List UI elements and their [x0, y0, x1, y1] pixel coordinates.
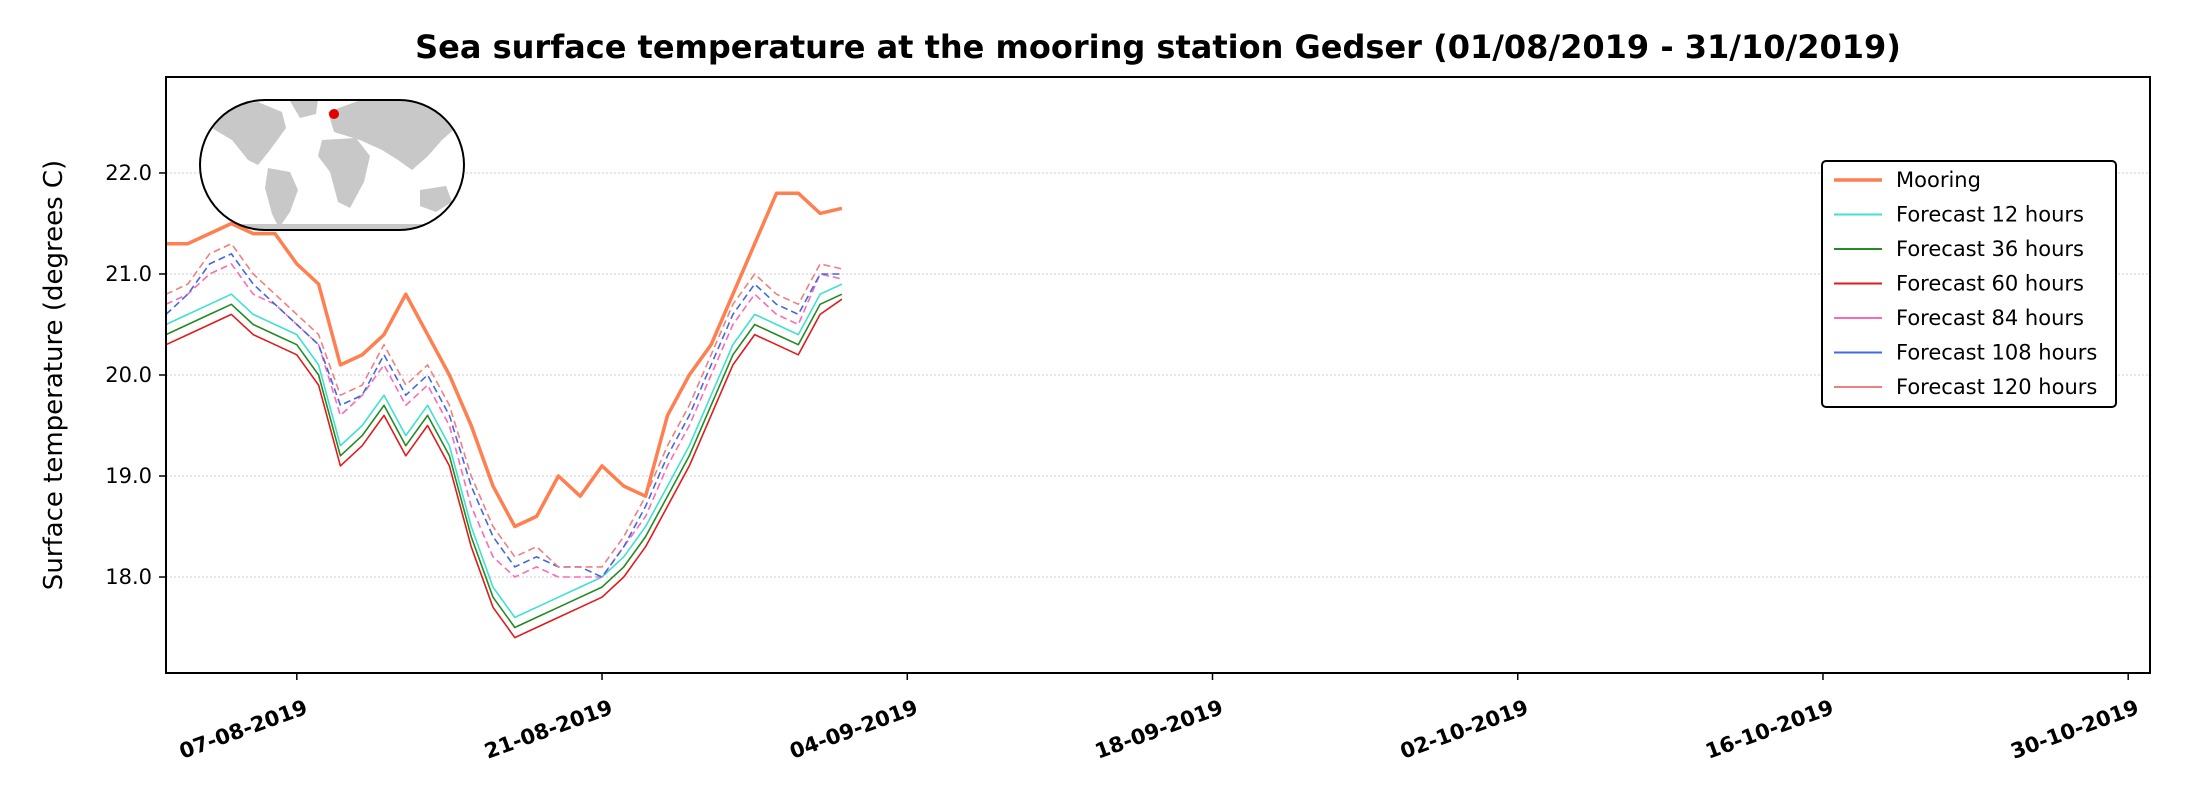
- eurasia-shape: [328, 100, 460, 170]
- y-tick-label: 18.0: [105, 565, 152, 589]
- greenland-shape: [290, 100, 318, 118]
- legend-box: [1821, 160, 2117, 408]
- x-tick-label: 16-10-2019: [1702, 695, 1836, 763]
- legend-label: Forecast 60 hours: [1896, 272, 2084, 296]
- y-tick-label: 22.0: [105, 161, 152, 185]
- series-line-forecast-108-hours: [166, 253, 842, 578]
- north-america-shape: [205, 102, 286, 165]
- africa-shape: [318, 138, 370, 208]
- legend-label: Forecast 12 hours: [1896, 203, 2084, 227]
- series-line-forecast-60-hours: [166, 298, 843, 639]
- series-line-mooring: [166, 191, 843, 529]
- legend: Mooring Forecast 12 hours Forecast 36 hour…: [1821, 160, 2117, 408]
- station-marker-icon: [329, 109, 339, 119]
- x-tick-label: 30-10-2019: [2007, 695, 2141, 763]
- australia-shape: [420, 186, 452, 212]
- legend-label: Mooring: [1896, 168, 1981, 192]
- x-axis-ticks: 07-08-2019 21-08-2019 04-09-2019 18-09-2019…: [176, 673, 2142, 764]
- legend-label: Forecast 36 hours: [1896, 237, 2084, 261]
- y-tick-label: 19.0: [105, 464, 152, 488]
- y-axis-ticks: 18.0 19.0 20.0 21.0 22.0: [105, 161, 166, 589]
- legend-label: Forecast 108 hours: [1896, 341, 2097, 365]
- antarctica-shape: [200, 224, 464, 230]
- x-tick-label: 21-08-2019: [481, 695, 615, 763]
- x-tick-label: 07-08-2019: [176, 695, 310, 763]
- legend-label: Forecast 120 hours: [1896, 375, 2097, 399]
- x-tick-label: 02-10-2019: [1397, 695, 1531, 763]
- legend-label: Forecast 84 hours: [1896, 306, 2084, 330]
- gridlines: [166, 172, 2150, 578]
- x-tick-label: 18-09-2019: [1092, 695, 1226, 763]
- south-america-shape: [265, 168, 298, 228]
- series-lines: [166, 191, 843, 639]
- y-axis-label: Surface temperature (degrees C): [39, 160, 69, 590]
- series-line-forecast-84-hours: [166, 263, 843, 578]
- series-line-forecast-36-hours: [166, 293, 843, 629]
- y-tick-label: 20.0: [105, 363, 152, 387]
- series-line-forecast-12-hours: [166, 283, 843, 619]
- x-tick-label: 04-09-2019: [787, 695, 921, 763]
- chart-title: Sea surface temperature at the mooring s…: [415, 28, 1901, 66]
- world-map-inset: [199, 99, 465, 231]
- y-tick-label: 21.0: [105, 262, 152, 286]
- series-line-forecast-120-hours: [166, 242, 843, 568]
